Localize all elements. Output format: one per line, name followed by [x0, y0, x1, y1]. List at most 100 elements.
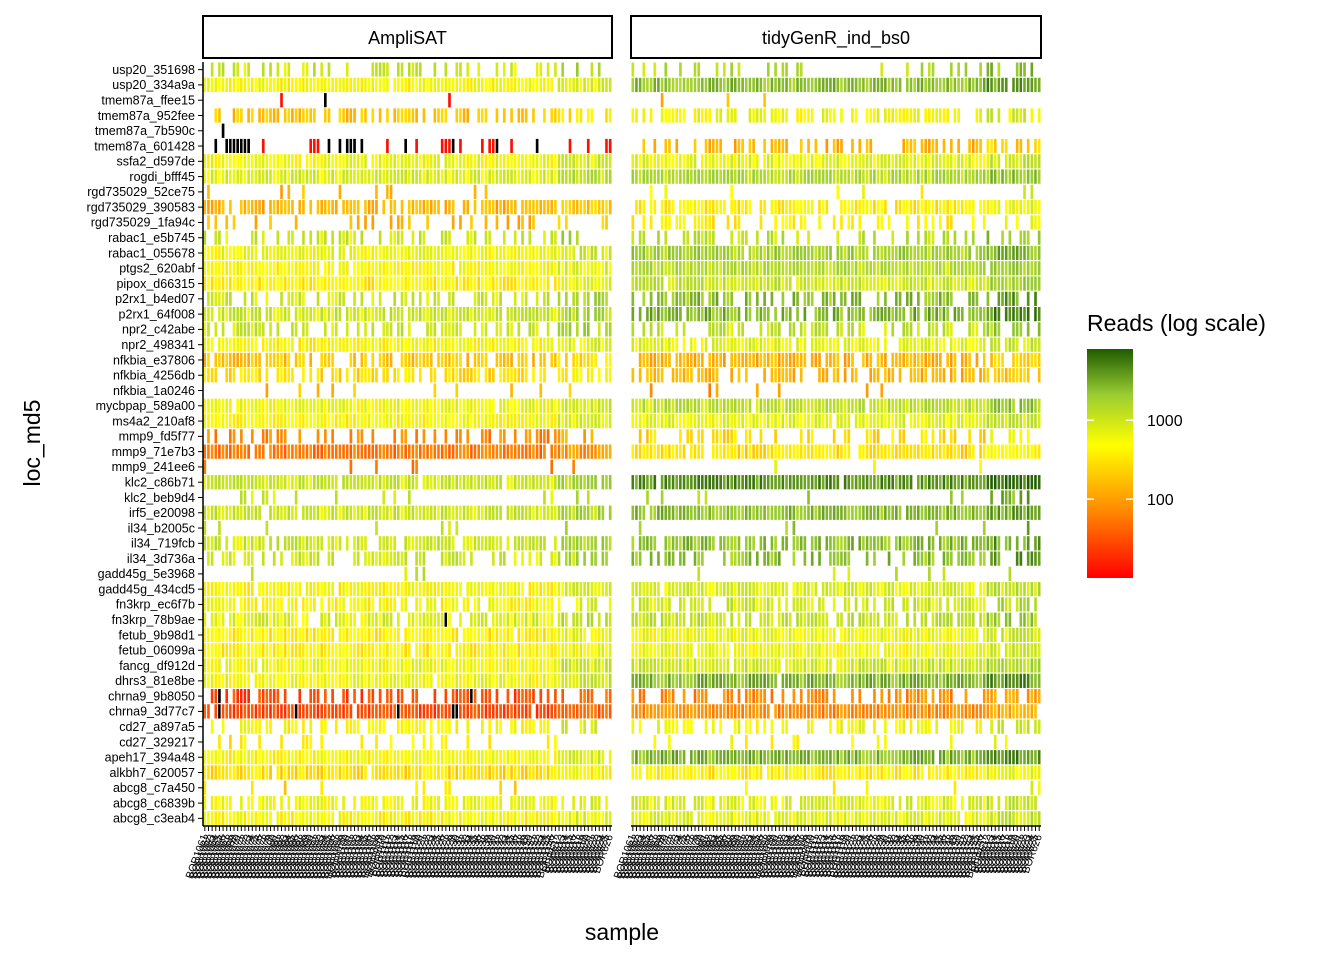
heatmap-cell — [747, 168, 753, 185]
heatmap-cell — [220, 504, 226, 521]
heatmap-cell — [410, 397, 416, 414]
heatmap-cell — [315, 199, 321, 216]
heatmap-cell — [582, 657, 587, 674]
heatmap-cell — [282, 626, 288, 644]
heatmap-cell — [574, 76, 580, 94]
heatmap-cell — [981, 168, 987, 185]
heatmap-cell — [279, 443, 284, 460]
heatmap-cell — [421, 428, 427, 445]
heatmap-cell — [268, 275, 273, 292]
heatmap-cell — [271, 397, 277, 414]
heatmap-cell — [242, 626, 248, 644]
heatmap-cell — [912, 199, 918, 216]
heatmap-cell — [736, 214, 742, 231]
heatmap-cell — [989, 61, 994, 78]
heatmap-cell — [242, 244, 248, 262]
heatmap-cell — [656, 153, 661, 170]
heatmap-cell — [319, 244, 325, 262]
heatmap-cell — [857, 290, 863, 307]
heatmap-cell — [531, 642, 536, 659]
heatmap-cell — [454, 61, 460, 78]
heatmap-cell — [403, 764, 409, 781]
heatmap-cell — [385, 596, 390, 613]
heatmap-cell — [403, 260, 409, 277]
heatmap-cell — [516, 153, 522, 170]
heatmap-cell — [607, 321, 613, 338]
heatmap-cell — [432, 412, 438, 430]
heatmap-cell — [678, 61, 683, 78]
heatmap-cell — [421, 229, 427, 246]
heatmap-cell — [542, 290, 547, 307]
heatmap-cell — [494, 794, 500, 812]
heatmap-cell — [498, 76, 503, 94]
heatmap-cell — [1007, 168, 1013, 185]
heatmap-cell — [564, 76, 569, 94]
heatmap-cell — [490, 76, 496, 94]
heatmap-cell — [978, 199, 983, 216]
heatmap-cell — [352, 535, 357, 552]
heatmap-cell — [275, 367, 281, 384]
heatmap-cell — [249, 260, 255, 277]
heatmap-cell — [549, 458, 555, 476]
heatmap-cell — [235, 412, 241, 430]
heatmap-cell — [381, 672, 387, 689]
heatmap-cell — [366, 412, 372, 430]
heatmap-cell — [235, 305, 241, 323]
heatmap-cell — [509, 764, 514, 781]
heatmap-cell — [319, 810, 325, 827]
heatmap-cell — [670, 260, 676, 277]
heatmap-cell — [733, 244, 738, 262]
heatmap-cell — [443, 428, 449, 445]
heatmap-cell — [978, 305, 983, 323]
heatmap-cell — [363, 76, 368, 94]
heatmap-cell — [268, 428, 273, 445]
heatmap-cell — [407, 504, 412, 521]
heatmap-cell — [290, 672, 295, 689]
heatmap-cell — [352, 229, 357, 246]
heatmap-cell — [868, 275, 874, 292]
heatmap-cell — [472, 703, 478, 720]
heatmap-cell — [330, 810, 335, 827]
heatmap-cell — [231, 153, 237, 170]
heatmap-cell — [930, 61, 936, 78]
heatmap-cell — [574, 229, 580, 246]
heatmap-cell — [564, 764, 569, 781]
heatmap-cell — [542, 489, 547, 506]
heatmap-cell — [454, 244, 460, 262]
heatmap-cell — [264, 794, 270, 812]
heatmap-cell — [344, 76, 350, 94]
heatmap-cell — [465, 229, 471, 246]
heatmap-cell — [483, 199, 489, 216]
heatmap-cell — [835, 76, 841, 94]
heatmap-cell — [798, 137, 804, 155]
heatmap-cell — [927, 244, 932, 262]
heatmap-cell — [428, 504, 434, 521]
heatmap-cell — [1007, 153, 1013, 170]
heatmap-cell — [1018, 137, 1024, 155]
heatmap-cell — [359, 749, 365, 766]
heatmap-cell — [534, 550, 540, 567]
heatmap-cell — [567, 474, 573, 491]
heatmap-cell — [249, 321, 255, 338]
heatmap-cell — [472, 642, 478, 659]
heatmap-cell — [231, 703, 237, 720]
heatmap-cell — [714, 168, 720, 185]
heatmap-cell — [209, 626, 215, 644]
heatmap-cell — [989, 260, 994, 277]
heatmap-cell — [875, 214, 881, 231]
heatmap-cell — [239, 168, 244, 185]
heatmap-cell — [582, 749, 587, 766]
heatmap-cell — [209, 764, 215, 781]
heatmap-cell — [553, 153, 558, 170]
heatmap-cell — [377, 275, 383, 292]
heatmap-cell — [553, 229, 558, 246]
heatmap-cell — [864, 107, 870, 124]
heatmap-cell — [425, 260, 430, 277]
heatmap-cell — [293, 305, 299, 323]
heatmap-cell — [505, 367, 511, 384]
heatmap-cell — [967, 244, 972, 262]
heatmap-cell — [523, 336, 529, 353]
heatmap-cell — [392, 336, 398, 353]
heatmap-cell — [480, 535, 485, 552]
heatmap-cell — [388, 412, 394, 430]
